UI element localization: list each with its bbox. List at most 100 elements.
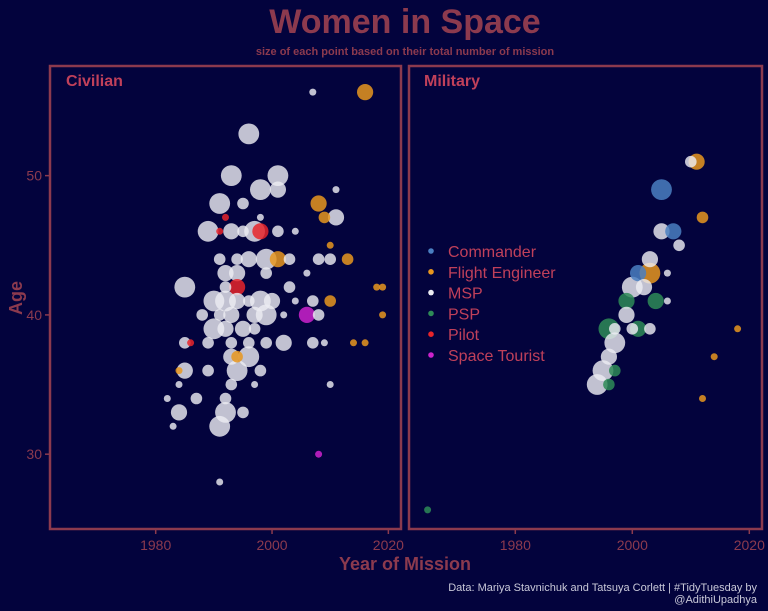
legend-swatch [428,248,434,254]
data-point [179,337,191,349]
legend-label: Space Tourist [448,348,545,365]
data-point [309,88,317,96]
legend-swatch [428,289,434,296]
data-point [699,395,706,402]
data-point [237,197,249,210]
data-point [209,193,231,214]
data-point [219,281,232,293]
data-point [324,253,337,265]
data-point [202,337,214,349]
data-point [229,279,246,296]
data-point [639,262,661,284]
data-point [260,267,273,279]
data-point [609,364,621,377]
data-point [216,478,224,486]
panel-civilian-points [163,84,387,486]
data-point [310,195,327,212]
data-point [219,392,232,405]
panel-military: Military [407,64,764,531]
data-point [223,306,240,323]
data-point [240,251,257,268]
data-point [604,332,626,354]
data-point [223,223,240,240]
data-point [163,395,171,402]
legend-label: MSP [448,286,483,303]
data-point [213,309,226,321]
data-point [635,279,653,296]
data-point [215,290,236,312]
data-point [175,367,183,375]
data-point [269,251,286,268]
data-point [696,211,709,224]
data-point [170,404,188,421]
data-point [291,297,299,305]
data-point [647,292,664,310]
data-point [216,227,224,235]
x-tick-label: 1980 [140,537,171,553]
data-point [644,323,656,335]
data-point [327,209,345,226]
data-point [255,304,277,326]
x-tick-label: 2000 [256,537,287,553]
data-point [326,241,334,249]
panel-civilian: Civilian [48,64,403,531]
data-point [424,506,432,514]
data-point [231,253,243,265]
data-point [320,339,328,347]
legend-label: Commander [448,244,537,261]
data-point [312,253,325,265]
legend-label: Pilot [448,327,480,344]
data-point [618,306,635,323]
data-point [256,213,264,221]
data-point [600,348,618,365]
data-point [229,265,246,282]
data-point [298,306,315,323]
chart-subtitle: size of each point based on their total … [256,46,555,58]
data-point [202,364,214,377]
data-point [379,283,387,291]
data-point [630,265,647,282]
data-point [251,381,259,388]
data-point [324,295,337,307]
legend-swatch [428,352,434,358]
data-point [379,311,387,319]
data-point [663,297,671,305]
data-point [229,292,246,310]
data-point [174,276,196,298]
data-point [283,281,296,293]
data-point [209,415,231,437]
data-point [243,337,255,349]
data-point [618,292,635,310]
legend-swatch [428,331,434,338]
data-point [225,378,238,391]
x-tick-label: 1980 [500,537,531,553]
data-point [225,337,238,349]
data-point [190,392,203,405]
data-point [238,123,260,145]
data-point [243,295,255,307]
caption-author: @AdithiUpadhya [674,594,758,606]
legend-label: Flight Engineer [448,265,556,282]
data-point [603,378,615,391]
x-axis-title: Year of Mission [339,554,471,574]
data-point [222,213,229,221]
legend-swatch [428,310,434,317]
panel-military-frame [407,64,764,531]
data-point [213,253,226,265]
data-point [252,223,269,240]
data-point [250,179,271,201]
data-point [626,323,639,335]
data-point [220,165,242,187]
data-point [609,323,621,335]
data-point [237,406,249,419]
y-axis: 30 40 50 [26,168,50,462]
data-point [175,381,183,388]
data-point [651,179,672,201]
data-point [303,269,311,277]
data-point [169,422,177,430]
data-point [187,339,195,347]
chart-title: Women in Space [269,3,540,41]
data-point [283,253,296,265]
